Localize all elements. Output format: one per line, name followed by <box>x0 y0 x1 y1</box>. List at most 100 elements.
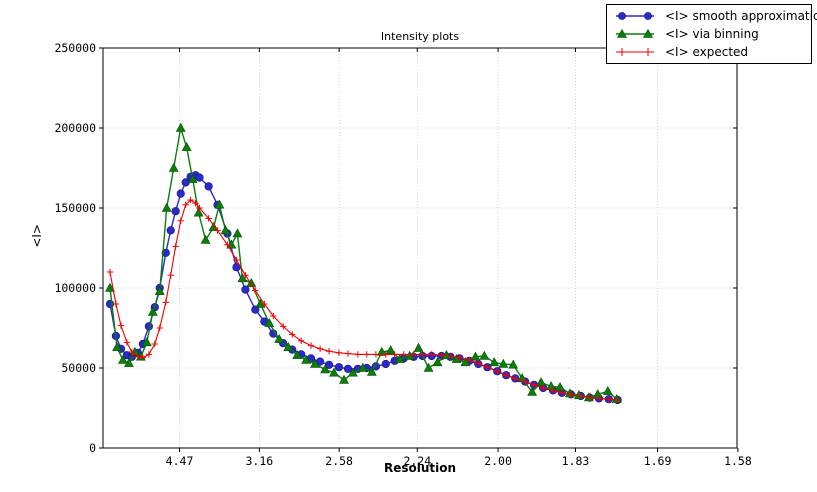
marker-triangle <box>141 337 152 347</box>
legend-label: <I> expected <box>665 45 749 59</box>
marker-triangle <box>489 357 500 367</box>
x-tick-label: 1.58 <box>724 454 752 468</box>
marker-circle <box>343 364 353 373</box>
marker-triangle <box>479 350 490 360</box>
marker-triangle <box>508 359 519 369</box>
y-tick-label: 250000 <box>54 41 96 55</box>
marker-circle <box>161 248 170 257</box>
y-tick-label: 100000 <box>54 281 96 295</box>
marker-triangle <box>181 141 192 151</box>
marker-circle <box>195 173 204 182</box>
marker-triangle <box>536 377 546 387</box>
marker-triangle <box>413 342 424 352</box>
marker-triangle <box>339 374 349 384</box>
marker-triangle <box>105 282 115 292</box>
x-tick-label: 2.24 <box>403 454 431 468</box>
marker-circle <box>176 189 185 198</box>
legend-marker-triangle-icon <box>616 28 654 38</box>
y-tick-label: 200000 <box>54 121 96 135</box>
marker-triangle <box>301 354 312 364</box>
marker-triangle <box>432 357 443 367</box>
y-tick-label: 150000 <box>54 201 96 215</box>
marker-triangle <box>118 354 128 364</box>
y-tick-label: 0 <box>89 441 96 455</box>
marker-circle <box>381 359 390 369</box>
marker-triangle <box>154 285 165 295</box>
marker-triangle <box>310 358 320 368</box>
marker-triangle <box>187 173 198 183</box>
marker-triangle <box>232 228 243 238</box>
marker-triangle <box>385 345 396 355</box>
marker-triangle <box>366 366 377 376</box>
x-tick-label: 2.58 <box>325 454 353 468</box>
marker-triangle <box>193 207 204 217</box>
marker-triangle <box>348 367 358 377</box>
chart-title: Intensity plots <box>380 30 460 43</box>
marker-triangle <box>357 362 368 372</box>
marker-triangle <box>404 350 415 360</box>
legend-marker-circle-icon <box>616 12 654 20</box>
gridlines <box>103 48 737 448</box>
marker-circle <box>204 182 213 191</box>
marker-triangle <box>274 333 285 343</box>
marker-triangle <box>527 386 538 396</box>
x-tick-label: 3.16 <box>245 454 273 468</box>
plot-background <box>103 48 737 448</box>
y-axis-label: <I> <box>30 224 44 248</box>
legend-item-expected: <I> expected <box>613 43 811 61</box>
marker-triangle <box>394 353 405 363</box>
marker-triangle <box>329 367 339 377</box>
marker-triangle <box>255 298 266 308</box>
x-tick-label: 1.83 <box>562 454 590 468</box>
marker-triangle <box>611 393 622 403</box>
marker-triangle <box>451 353 462 363</box>
x-axis-label: Resolution <box>383 461 457 475</box>
marker-triangle <box>147 306 158 316</box>
marker-triangle <box>161 202 172 212</box>
marker-triangle <box>555 381 565 391</box>
marker-triangle <box>124 357 134 367</box>
marker-triangle <box>175 122 186 132</box>
marker-triangle <box>112 341 122 351</box>
y-tick-label: 50000 <box>61 361 96 375</box>
marker-circle <box>171 207 180 216</box>
marker-triangle <box>237 273 248 283</box>
legend-item-via-binning: <I> via binning <box>613 25 811 43</box>
marker-triangle <box>441 349 452 359</box>
series-1 <box>105 122 622 403</box>
marker-triangle <box>129 346 140 356</box>
marker-circle <box>251 305 260 314</box>
marker-triangle <box>200 234 211 244</box>
axis-ticks: 4.47 3.16 2.58 2.24 2.00 1.83 1.69 1.58 0 50000 10… <box>54 41 751 468</box>
marker-circle <box>334 363 344 372</box>
plot-frame <box>102 47 738 449</box>
x-tick-label: 2.00 <box>484 454 512 468</box>
marker-triangle <box>264 317 275 327</box>
marker-triangle <box>423 362 434 372</box>
x-tick-label: 4.47 <box>166 454 194 468</box>
legend: <I> smooth approximation <I> via binning… <box>606 4 817 64</box>
marker-triangle <box>168 162 179 172</box>
legend-label: <I> via binning <box>665 27 759 41</box>
marker-triangle <box>602 385 613 395</box>
marker-circle <box>241 285 250 294</box>
marker-triangle <box>220 225 231 235</box>
marker-triangle <box>246 277 257 287</box>
legend-marker-plus-icon <box>616 48 654 56</box>
marker-circle <box>166 226 175 235</box>
marker-triangle <box>376 346 387 356</box>
marker-triangle <box>226 239 237 249</box>
marker-triangle <box>498 358 509 368</box>
marker-triangle <box>283 341 294 351</box>
marker-triangle <box>292 349 303 359</box>
marker-triangle <box>470 351 481 361</box>
marker-triangle <box>460 357 471 367</box>
x-tick-label: 1.69 <box>644 454 672 468</box>
marker-triangle <box>214 199 225 209</box>
legend-label: <I> smooth approximation <box>665 9 817 23</box>
series-2 <box>106 196 621 404</box>
marker-triangle <box>320 364 330 374</box>
legend-item-smooth-approximation: <I> smooth approximation <box>613 7 817 25</box>
